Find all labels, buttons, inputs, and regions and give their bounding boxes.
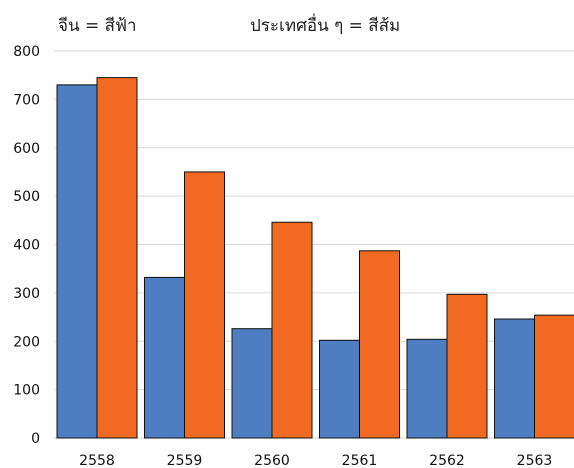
x-tick-label: 2560 <box>254 453 290 468</box>
legend-text-other: ประเทศอื่น ๆ = สีส้ม <box>250 13 400 36</box>
bar-2562-series-1 <box>406 338 448 439</box>
bar-2559-series-2 <box>184 171 225 439</box>
bar-2559-series-1 <box>144 276 185 439</box>
bar-2563-series-2 <box>534 314 574 439</box>
legend: จีน = สีฟ้า ประเทศอื่น ๆ = สีส้ม <box>58 13 400 36</box>
gridlines <box>54 50 574 439</box>
y-tick-label: 500 <box>13 189 40 205</box>
y-tick-label: 300 <box>13 286 40 302</box>
y-tick-label: 100 <box>13 383 40 399</box>
bars <box>56 77 574 439</box>
legend-text-china: จีน = สีฟ้า <box>58 16 137 36</box>
x-tick-label: 2561 <box>342 453 378 468</box>
bar-2561-series-1 <box>319 339 360 439</box>
y-tick-label: 200 <box>13 334 40 350</box>
bar-2563-series-1 <box>494 318 535 439</box>
bar-2560-series-2 <box>271 221 313 439</box>
bar-2562-series-2 <box>446 293 488 439</box>
y-tick-label: 0 <box>31 431 40 447</box>
y-tick-label: 400 <box>13 238 40 254</box>
bar-2561-series-2 <box>359 250 400 439</box>
y-tick-label: 700 <box>13 92 40 108</box>
bar-2560-series-1 <box>231 328 273 439</box>
x-tick-label: 2559 <box>167 453 203 468</box>
bar-2558-series-2 <box>96 77 138 439</box>
y-tick-label: 600 <box>13 141 40 157</box>
x-tick-label: 2562 <box>429 453 465 468</box>
bar-2558-series-1 <box>56 84 98 439</box>
y-tick-label: 800 <box>13 44 40 60</box>
x-axis: 2558 2559 2560 2561 2562 2563 <box>79 453 552 468</box>
y-axis: 0 100 200 300 400 500 600 700 800 <box>13 44 40 447</box>
x-tick-label: 2558 <box>79 453 115 468</box>
x-tick-label: 2563 <box>517 453 553 468</box>
